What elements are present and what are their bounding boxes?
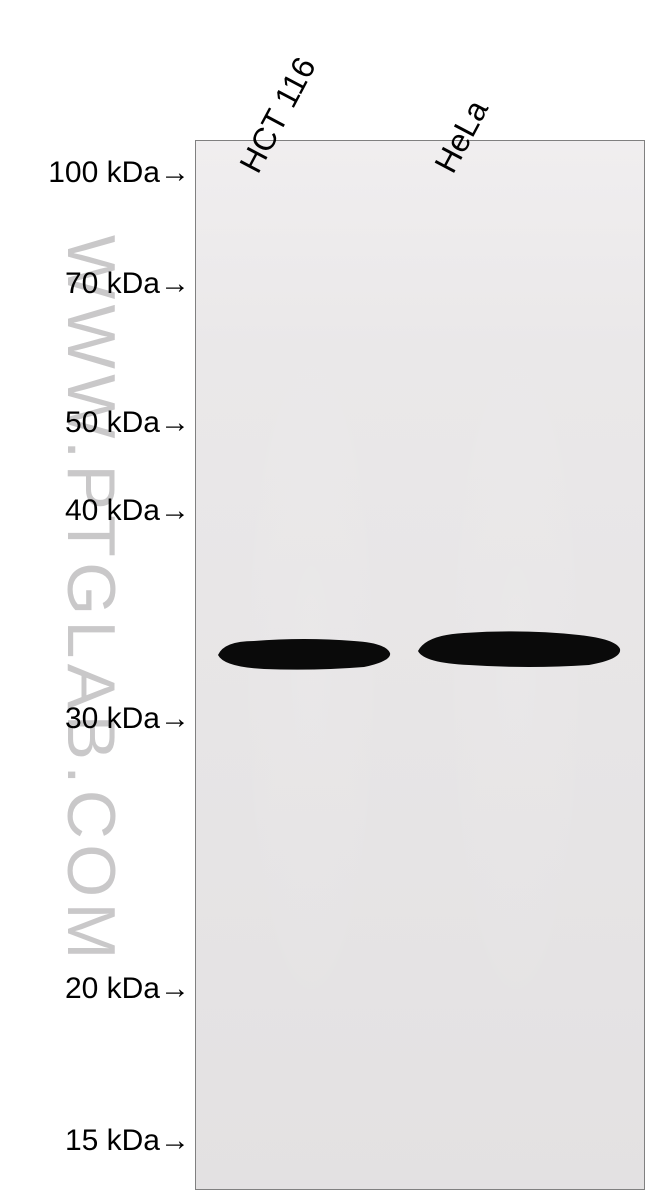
band-shape-icon — [214, 631, 394, 673]
marker-text: 100 kDa — [48, 156, 160, 189]
marker-70kda: 70 kDa→ — [65, 267, 190, 301]
arrow-icon: → — [160, 406, 190, 440]
marker-text: 30 kDa — [65, 702, 160, 735]
marker-40kda: 40 kDa→ — [65, 494, 190, 528]
watermark-text: WWW.PTGLAB.COM — [52, 235, 130, 965]
arrow-icon: → — [160, 972, 190, 1006]
marker-20kda: 20 kDa→ — [65, 972, 190, 1006]
arrow-icon: → — [160, 702, 190, 736]
arrow-icon: → — [160, 156, 190, 190]
marker-text: 20 kDa — [65, 972, 160, 1005]
marker-text: 50 kDa — [65, 406, 160, 439]
arrow-icon: → — [160, 1124, 190, 1158]
marker-text: 40 kDa — [65, 494, 160, 527]
marker-text: 70 kDa — [65, 267, 160, 300]
blot-figure: WWW.PTGLAB.COM HCT 116 HeLa 100 kDa→ 70 … — [0, 0, 650, 1196]
marker-30kda: 30 kDa→ — [65, 702, 190, 736]
arrow-icon: → — [160, 494, 190, 528]
marker-text: 15 kDa — [65, 1124, 160, 1157]
marker-50kda: 50 kDa→ — [65, 406, 190, 440]
marker-15kda: 15 kDa→ — [65, 1124, 190, 1158]
band-lane-1 — [214, 631, 394, 673]
band-shape-icon — [414, 625, 624, 671]
band-lane-2 — [414, 625, 624, 671]
blot-membrane — [195, 140, 645, 1190]
marker-100kda: 100 kDa→ — [48, 156, 190, 190]
arrow-icon: → — [160, 267, 190, 301]
